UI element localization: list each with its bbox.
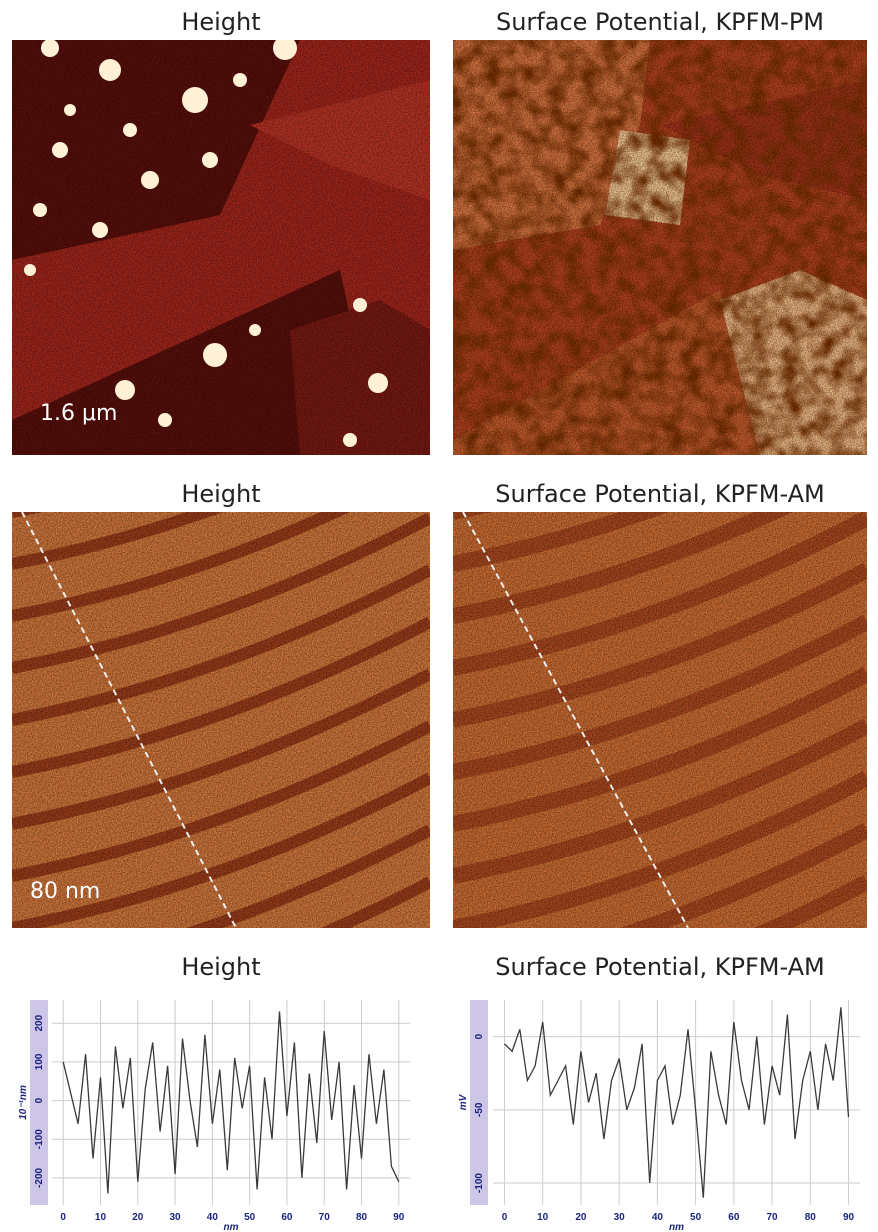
- particle: [273, 36, 297, 60]
- stripe: [12, 986, 430, 1136]
- y-tick-label: -100: [474, 1173, 485, 1193]
- particle: [353, 298, 367, 312]
- potential-image-1: [453, 40, 867, 455]
- figure: Height Surface Potential, KPFM-PM Height…: [0, 0, 878, 1232]
- particle: [203, 343, 227, 367]
- x-tick-label: 60: [281, 1212, 293, 1223]
- stripe: [12, 1038, 430, 1188]
- panel-title: Height: [181, 480, 260, 508]
- particle: [33, 203, 47, 217]
- particle: [92, 222, 108, 238]
- particle: [202, 152, 218, 168]
- particle: [41, 39, 59, 57]
- profile-line: [505, 1007, 849, 1197]
- particle: [141, 171, 159, 189]
- particle: [64, 104, 76, 116]
- particle: [99, 59, 121, 81]
- x-tick-label: 10: [537, 1212, 549, 1223]
- y-axis-label: mV: [458, 1093, 469, 1110]
- y-tick-label: 200: [34, 1014, 45, 1031]
- particle: [123, 123, 137, 137]
- particle: [158, 413, 172, 427]
- y-tick-label: -200: [34, 1167, 45, 1187]
- particle: [24, 264, 36, 276]
- x-tick-label: 60: [728, 1212, 740, 1223]
- x-tick-label: 90: [393, 1212, 405, 1223]
- particle: [368, 373, 388, 393]
- height-image-1: [12, 36, 430, 455]
- y-tick-label: 0: [34, 1097, 45, 1103]
- x-tick-label: 80: [356, 1212, 368, 1223]
- particle: [343, 433, 357, 447]
- stripe: [453, 986, 867, 1136]
- y-tick-label: -50: [474, 1102, 485, 1117]
- particle: [249, 324, 261, 336]
- x-tick-label: 40: [652, 1212, 664, 1223]
- x-tick-label: 40: [207, 1212, 219, 1223]
- particle: [115, 380, 135, 400]
- scale-label: 1.6 μm: [40, 401, 117, 426]
- x-tick-label: 20: [132, 1212, 144, 1223]
- x-tick-label: 10: [95, 1212, 107, 1223]
- scale-label: 80 nm: [30, 879, 100, 904]
- x-tick-label: 0: [60, 1212, 66, 1223]
- panel-title: Surface Potential, KPFM-AM: [495, 480, 824, 508]
- chart-title: Height: [181, 953, 260, 981]
- x-tick-label: 0: [502, 1212, 508, 1223]
- x-tick-label: 80: [805, 1212, 817, 1223]
- x-tick-label: 30: [614, 1212, 626, 1223]
- x-tick-label: 70: [319, 1212, 331, 1223]
- x-axis-label: nm: [224, 1222, 239, 1232]
- panel-title: Surface Potential, KPFM-PM: [496, 8, 824, 36]
- x-axis-label: nm: [669, 1222, 684, 1232]
- y-tick-label: -100: [34, 1129, 45, 1149]
- x-tick-label: 50: [690, 1212, 702, 1223]
- y-tick-label: 0: [474, 1033, 485, 1039]
- x-tick-label: 50: [244, 1212, 256, 1223]
- y-tick-label: 100: [34, 1053, 45, 1070]
- chart-title: Surface Potential, KPFM-AM: [495, 953, 824, 981]
- panel-title: Height: [181, 8, 260, 36]
- x-tick-label: 20: [575, 1212, 587, 1223]
- y-axis-label: 10⁻¹nm: [18, 1085, 29, 1120]
- x-tick-label: 70: [767, 1212, 779, 1223]
- stripe: [453, 1038, 867, 1188]
- particle: [52, 142, 68, 158]
- particle: [182, 87, 208, 113]
- x-tick-label: 90: [843, 1212, 855, 1223]
- profile-line: [63, 1012, 399, 1194]
- x-tick-label: 30: [170, 1212, 182, 1223]
- particle: [233, 73, 247, 87]
